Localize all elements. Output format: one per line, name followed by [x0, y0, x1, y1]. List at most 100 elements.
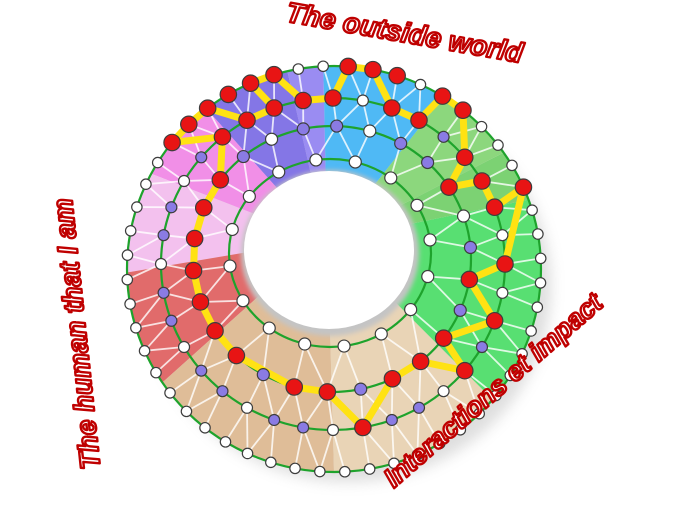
graph-node-red[interactable]: [454, 101, 472, 120]
sector-pink-pale[interactable]: [127, 173, 256, 273]
graph-node-white[interactable]: [131, 201, 143, 213]
graph-node-red[interactable]: [238, 111, 256, 130]
graph-node-red[interactable]: [485, 311, 504, 330]
graph-node-red[interactable]: [434, 329, 453, 347]
graph-node-white[interactable]: [272, 165, 286, 179]
graph-node-white[interactable]: [454, 424, 467, 436]
graph-node-red[interactable]: [460, 270, 479, 289]
graph-node-white[interactable]: [309, 153, 323, 167]
graph-node-white[interactable]: [289, 462, 301, 475]
graph-node-white[interactable]: [154, 257, 168, 271]
graph-node-white[interactable]: [496, 229, 509, 242]
graph-node-white[interactable]: [526, 204, 538, 216]
graph-node-white[interactable]: [410, 198, 424, 212]
graph-node-white[interactable]: [473, 407, 485, 420]
graph-node-white[interactable]: [225, 222, 239, 237]
graph-node-white[interactable]: [496, 286, 509, 299]
graph-node-white[interactable]: [411, 448, 424, 461]
graph-node-purple[interactable]: [453, 303, 467, 317]
graph-node-white[interactable]: [262, 321, 276, 335]
graph-node-white[interactable]: [532, 228, 544, 240]
sector-green-light[interactable]: [374, 96, 504, 207]
graph-node-white[interactable]: [130, 322, 142, 334]
graph-node-purple[interactable]: [157, 229, 170, 242]
graph-node-white[interactable]: [433, 437, 446, 450]
graph-node-purple[interactable]: [475, 340, 489, 354]
graph-node-white[interactable]: [292, 63, 305, 75]
graph-node-red[interactable]: [455, 148, 474, 167]
graph-node-red[interactable]: [496, 255, 514, 273]
graph-node-white[interactable]: [525, 325, 537, 337]
graph-node-white[interactable]: [339, 465, 351, 478]
graph-node-purple[interactable]: [385, 413, 398, 427]
graph-node-red[interactable]: [194, 198, 213, 217]
graph-node-red[interactable]: [514, 178, 533, 196]
graph-node-purple[interactable]: [437, 130, 450, 143]
graph-node-white[interactable]: [531, 301, 544, 313]
graph-node-white[interactable]: [265, 456, 277, 469]
graph-node-white[interactable]: [140, 178, 152, 190]
graph-node-red[interactable]: [339, 57, 357, 76]
graph-node-white[interactable]: [384, 171, 398, 185]
graph-node-white[interactable]: [534, 252, 547, 265]
graph-node-white[interactable]: [363, 124, 377, 138]
graph-node-purple[interactable]: [165, 314, 178, 327]
graph-node-purple[interactable]: [165, 201, 178, 214]
graph-node-white[interactable]: [504, 369, 517, 382]
graph-node-white[interactable]: [241, 447, 254, 460]
graph-node-white[interactable]: [124, 225, 137, 237]
graph-node-white[interactable]: [337, 339, 351, 353]
graph-node-white[interactable]: [298, 337, 312, 351]
graph-node-red[interactable]: [211, 171, 230, 189]
graph-node-purple[interactable]: [256, 368, 270, 382]
graph-node-red[interactable]: [410, 111, 428, 130]
graph-node-purple[interactable]: [394, 136, 408, 150]
graph-node-red[interactable]: [485, 198, 504, 217]
graph-node-white[interactable]: [314, 465, 326, 478]
graph-node-red[interactable]: [180, 115, 198, 134]
graph-node-red[interactable]: [227, 346, 246, 365]
graph-node-white[interactable]: [151, 156, 164, 169]
graph-node-white[interactable]: [164, 387, 176, 399]
graph-node-purple[interactable]: [412, 401, 426, 414]
graph-node-white[interactable]: [177, 340, 191, 354]
graph-node-white[interactable]: [223, 259, 237, 273]
graph-node-red[interactable]: [191, 293, 210, 311]
graph-node-white[interactable]: [124, 298, 136, 310]
graph-node-white[interactable]: [242, 189, 256, 204]
graph-node-white[interactable]: [404, 302, 418, 317]
graph-node-purple[interactable]: [421, 155, 435, 170]
graph-node-white[interactable]: [240, 401, 254, 414]
graph-node-white[interactable]: [326, 423, 340, 437]
graph-node-red[interactable]: [294, 91, 312, 110]
graph-node-purple[interactable]: [195, 151, 208, 164]
graph-node-white[interactable]: [219, 436, 232, 448]
graph-node-red[interactable]: [213, 128, 232, 146]
graph-node-purple[interactable]: [157, 286, 170, 299]
graph-node-purple[interactable]: [296, 122, 310, 136]
graph-node-white[interactable]: [356, 94, 369, 107]
graph-node-white[interactable]: [475, 120, 488, 133]
graph-node-white[interactable]: [492, 139, 504, 151]
graph-node-red[interactable]: [265, 99, 283, 117]
graph-node-white[interactable]: [121, 273, 134, 286]
graph-node-white[interactable]: [180, 405, 193, 418]
graph-node-purple[interactable]: [216, 385, 229, 398]
graph-node-white[interactable]: [516, 348, 528, 360]
graph-node-red[interactable]: [473, 172, 491, 190]
graph-node-purple[interactable]: [330, 119, 344, 133]
graph-node-red[interactable]: [198, 99, 217, 117]
graph-node-red[interactable]: [265, 65, 283, 84]
graph-node-white[interactable]: [138, 345, 151, 357]
graph-node-white[interactable]: [423, 233, 437, 247]
graph-node-white[interactable]: [199, 421, 211, 434]
graph-node-red[interactable]: [324, 89, 342, 107]
graph-node-red[interactable]: [455, 361, 474, 380]
graph-node-red[interactable]: [206, 322, 224, 340]
sector-green-mid[interactable]: [398, 152, 529, 225]
graph-node-red[interactable]: [411, 352, 430, 371]
graph-node-white[interactable]: [374, 327, 388, 341]
graph-node-red[interactable]: [285, 378, 304, 396]
graph-node-red[interactable]: [318, 383, 337, 401]
graph-node-red[interactable]: [433, 87, 452, 105]
